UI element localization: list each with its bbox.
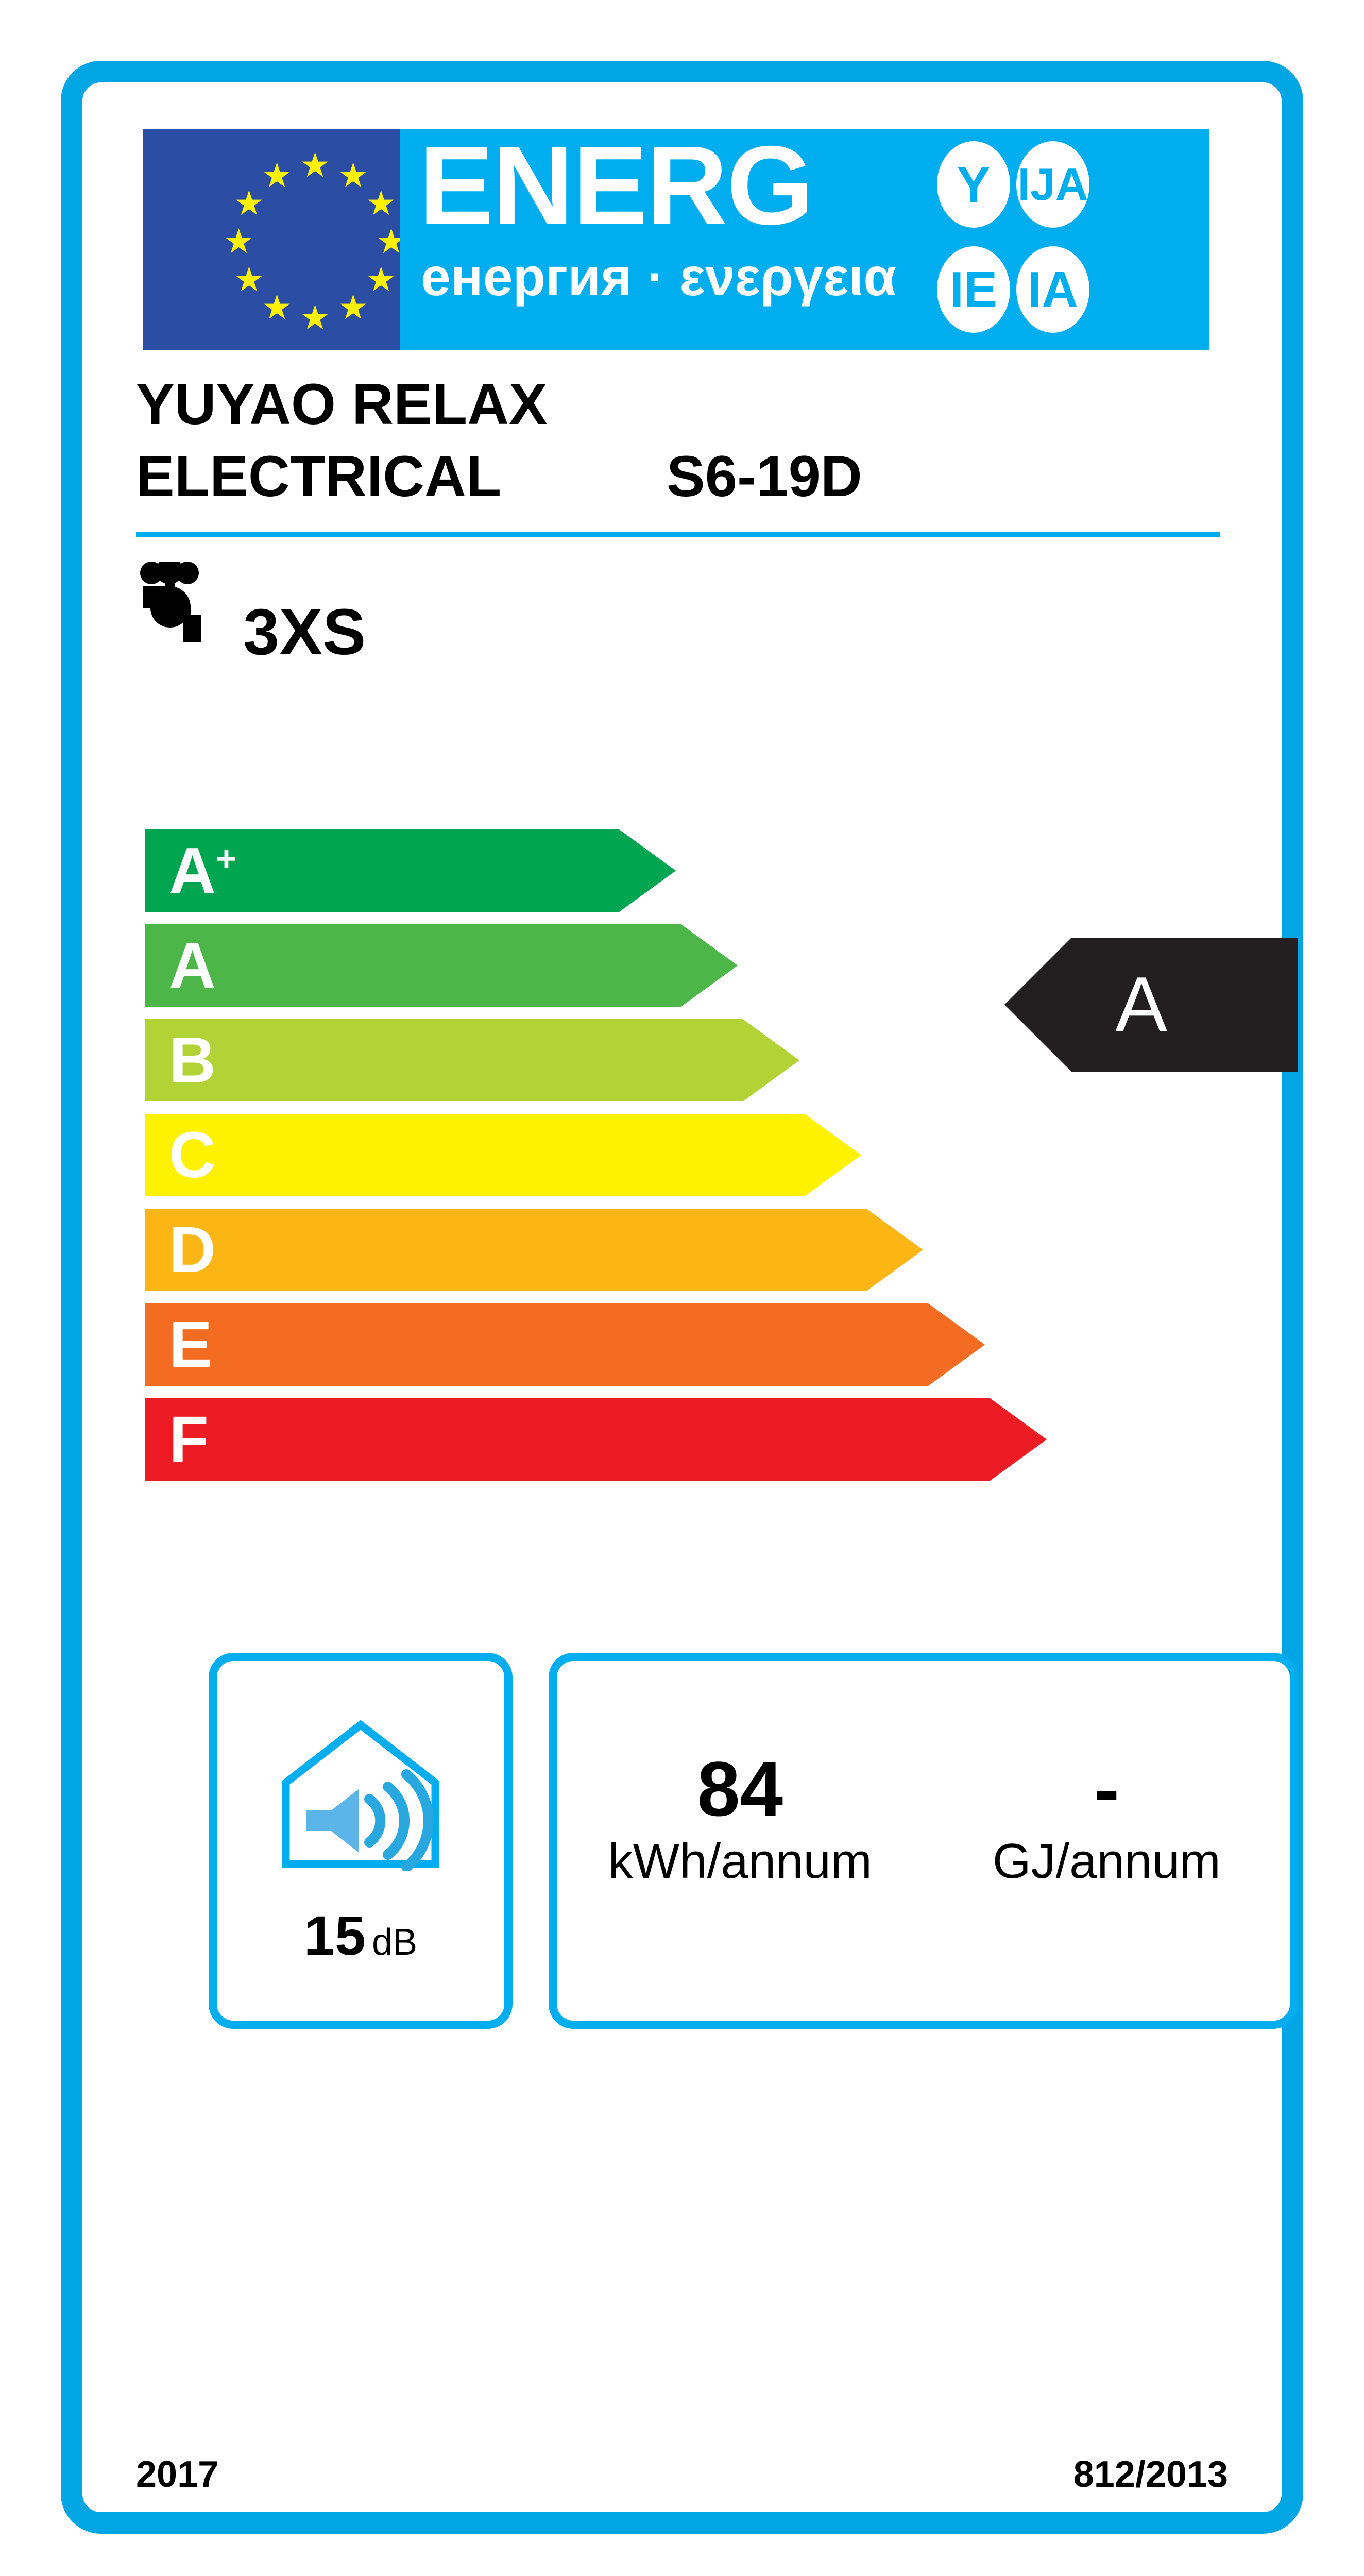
rating-class-letter: A: [1115, 961, 1168, 1048]
energy-label-frame: ★ ★ ★ ★ ★ ★ ★ ★ ★ ★ ★ ★ ENERG енергия · ενεργεια Y …: [61, 61, 1303, 2534]
language-badge-ie: IE: [937, 246, 1010, 333]
eu-stars-circle: ★ ★ ★ ★ ★ ★ ★ ★ ★ ★ ★ ★: [224, 146, 407, 336]
sound-power-readout: 15 dB: [217, 1903, 504, 1968]
label-year: 2017: [136, 2454, 219, 2495]
energy-class-label: B: [169, 1024, 216, 1096]
load-profile-group: 3XS: [136, 562, 600, 680]
rating-arrow-shape: [1004, 938, 1298, 1072]
energy-column-kwh: 84 kWh/annum: [557, 1745, 924, 1889]
energy-class-label: A: [169, 929, 216, 1002]
sound-power-box: 15 dB: [209, 1653, 513, 2029]
energy-values-row: 84 kWh/annum - GJ/annum: [557, 1745, 1290, 1889]
language-badge-ia: IA: [1016, 246, 1089, 333]
energy-class-bar: B: [145, 1019, 799, 1101]
energy-class-bar: F: [145, 1398, 1047, 1481]
energy-class-arrow-shape: [145, 829, 676, 912]
energ-subtitle: енергия · ενεργεια: [421, 247, 897, 307]
energy-class-bar: C: [145, 1114, 861, 1196]
annual-energy-consumption-box: 84 kWh/annum - GJ/annum: [549, 1653, 1298, 2029]
european-union-flag: ★ ★ ★ ★ ★ ★ ★ ★ ★ ★ ★ ★: [143, 129, 406, 350]
energy-class-bar: A: [145, 924, 738, 1007]
energy-class-arrow-shape: [145, 1303, 985, 1386]
energy-class-bar: A+: [145, 829, 676, 912]
energy-kwh-unit: kWh/annum: [608, 1833, 872, 1889]
energy-class-label: D: [169, 1213, 216, 1286]
language-badge-ija: IJA: [1016, 141, 1089, 228]
energy-class-arrow-shape: [145, 1209, 923, 1291]
energy-class-label: C: [169, 1118, 216, 1191]
label-header: ★ ★ ★ ★ ★ ★ ★ ★ ★ ★ ★ ★ ENERG енергия · ενεργεια Y …: [143, 129, 1209, 350]
energy-gj-value: -: [1094, 1745, 1120, 1832]
sound-power-value: 15: [303, 1904, 366, 1967]
energy-class-bar: E: [145, 1303, 985, 1386]
header-divider: [136, 532, 1220, 537]
energy-class-arrow-shape: [145, 1114, 861, 1196]
regulation-number: 812/2013: [1073, 2454, 1228, 2495]
energy-class-bar: D: [145, 1209, 923, 1291]
energy-class-arrow-shape: [145, 1398, 1047, 1481]
energy-class-label: E: [169, 1308, 213, 1381]
supplier-name-line1: YUYAO RELAX: [136, 372, 548, 436]
tap-icon: [140, 562, 201, 642]
energy-class-label: F: [169, 1403, 209, 1476]
rating-arrow: A: [1004, 938, 1298, 1072]
supplier-and-model: YUYAO RELAX ELECTRICAL S6-19D: [136, 371, 1218, 526]
energy-class-arrow-shape: [145, 1019, 799, 1101]
language-badge-y: Y: [937, 141, 1010, 228]
house-sound-icon: [282, 1720, 439, 1871]
model-identifier: S6-19D: [667, 444, 862, 509]
energ-wordmark: ENERG: [419, 123, 814, 248]
energ-banner: ENERG енергия · ενεργεια Y IJA IE IA: [400, 129, 1209, 350]
energy-class-scale: A+ A B C D E F: [145, 829, 1206, 1499]
energy-column-gj: - GJ/annum: [924, 1745, 1290, 1889]
energy-class-arrow-shape: [145, 924, 738, 1007]
supplier-name-line2: ELECTRICAL: [136, 444, 502, 509]
load-profile-value: 3XS: [243, 596, 366, 668]
energy-kwh-value: 84: [697, 1745, 783, 1832]
sound-power-unit: dB: [372, 1922, 418, 1963]
energy-class-label: A+: [169, 834, 237, 907]
energy-gj-unit: GJ/annum: [992, 1833, 1221, 1889]
